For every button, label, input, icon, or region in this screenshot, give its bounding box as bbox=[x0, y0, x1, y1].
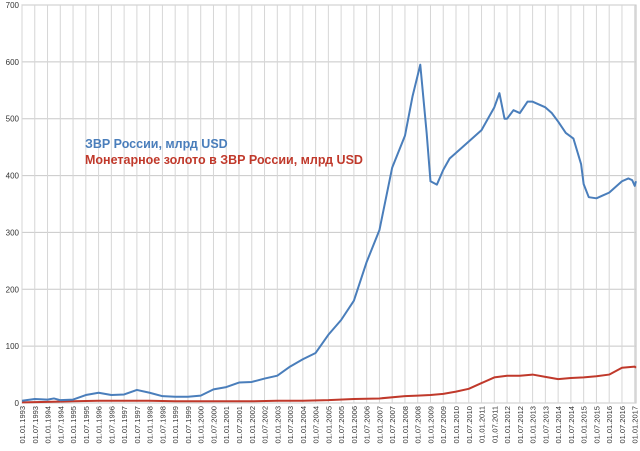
x-tick-label: 01.07.2009 bbox=[439, 406, 448, 444]
x-tick-label: 01.01.1999 bbox=[171, 406, 180, 444]
x-tick-label: 01.07.2008 bbox=[414, 406, 423, 444]
x-tick-label: 01.01.2011 bbox=[478, 406, 487, 443]
x-tick-label: 01.01.2006 bbox=[350, 406, 359, 444]
x-tick-label: 01.07.1997 bbox=[133, 406, 142, 444]
x-tick-label: 01.07.2004 bbox=[312, 406, 321, 444]
x-tick-label: 01.01.1996 bbox=[95, 406, 104, 444]
series-lines bbox=[21, 63, 637, 404]
y-tick-label: 600 bbox=[6, 58, 20, 67]
x-tick-label: 01.01.2002 bbox=[248, 406, 257, 444]
x-tick-label: 01.01.1998 bbox=[146, 406, 155, 444]
x-tick-label: 01.01.2000 bbox=[197, 406, 206, 444]
series-line bbox=[21, 63, 637, 402]
x-tick-label: 01.07.2002 bbox=[261, 406, 270, 444]
x-tick-label: 01.01.2009 bbox=[426, 406, 435, 444]
y-tick-label: 100 bbox=[6, 342, 20, 351]
axes: 0 100 200 300 400 500 600 700 01.01.1993 01.07.19… bbox=[6, 1, 640, 444]
y-tick-label: 700 bbox=[6, 1, 20, 10]
x-tick-label: 01.07.2013 bbox=[541, 406, 550, 444]
x-tick-label: 01.07.2011 bbox=[490, 406, 499, 443]
x-tick-label: 01.07.2016 bbox=[618, 406, 627, 444]
x-tick-label: 01.07.2010 bbox=[465, 406, 474, 444]
y-tick-label: 300 bbox=[6, 228, 20, 237]
x-tick-label: 01.01.2016 bbox=[605, 406, 614, 444]
x-tick-label: 01.01.1994 bbox=[44, 406, 53, 444]
x-tick-label: 01.01.2012 bbox=[503, 406, 512, 444]
x-tick-label: 01.07.2005 bbox=[337, 406, 346, 444]
x-tick-label: 01.01.2007 bbox=[375, 406, 384, 444]
x-tick-label: 01.07.1999 bbox=[184, 406, 193, 444]
series-line bbox=[21, 365, 637, 404]
legend-entry: ЗВР России, млрд USD bbox=[85, 137, 228, 151]
x-tick-label: 01.07.2006 bbox=[363, 406, 372, 444]
plot-border bbox=[21, 4, 637, 404]
y-tick-label: 0 bbox=[15, 399, 20, 408]
grid-lines bbox=[21, 4, 637, 404]
legend-entry: Монетарное золото в ЗВР России, млрд USD bbox=[85, 153, 363, 167]
x-tick-label: 01.01.2015 bbox=[580, 406, 589, 444]
x-tick-label: 01.01.2017 bbox=[631, 406, 640, 444]
x-tick-label: 01.01.2013 bbox=[529, 406, 538, 444]
y-tick-label: 200 bbox=[6, 285, 20, 294]
x-tick-label: 01.07.1993 bbox=[31, 406, 40, 444]
x-tick-label: 01.01.2004 bbox=[299, 406, 308, 444]
x-tick-label: 01.01.2001 bbox=[222, 406, 231, 444]
x-tick-label: 01.01.1997 bbox=[120, 406, 129, 444]
y-tick-label: 400 bbox=[6, 172, 20, 181]
x-tick-label: 01.01.2014 bbox=[554, 406, 563, 444]
x-tick-label: 01.07.1994 bbox=[56, 406, 65, 444]
x-tick-label: 01.07.2003 bbox=[286, 406, 295, 444]
x-tick-label: 01.07.2001 bbox=[235, 406, 244, 444]
x-tick-label: 01.01.2010 bbox=[452, 406, 461, 444]
x-tick-label: 01.07.2007 bbox=[388, 406, 397, 444]
x-tick-label: 01.07.2014 bbox=[567, 406, 576, 444]
x-tick-label: 01.07.1998 bbox=[158, 406, 167, 444]
legend: ЗВР России, млрд USD Монетарное золото в … bbox=[85, 137, 363, 167]
x-tick-label: 01.07.2012 bbox=[516, 406, 525, 444]
x-tick-label: 01.07.1995 bbox=[82, 406, 91, 444]
y-tick-label: 500 bbox=[6, 115, 20, 124]
x-tick-label: 01.01.1993 bbox=[18, 406, 27, 444]
x-tick-label: 01.07.2015 bbox=[592, 406, 601, 444]
x-tick-label: 01.07.2000 bbox=[209, 406, 218, 444]
x-tick-label: 01.01.2008 bbox=[401, 406, 410, 444]
x-tick-label: 01.01.2005 bbox=[324, 406, 333, 444]
x-tick-label: 01.01.1995 bbox=[69, 406, 78, 444]
x-tick-label: 01.01.2003 bbox=[273, 406, 282, 444]
x-tick-label: 01.07.1996 bbox=[107, 406, 116, 444]
